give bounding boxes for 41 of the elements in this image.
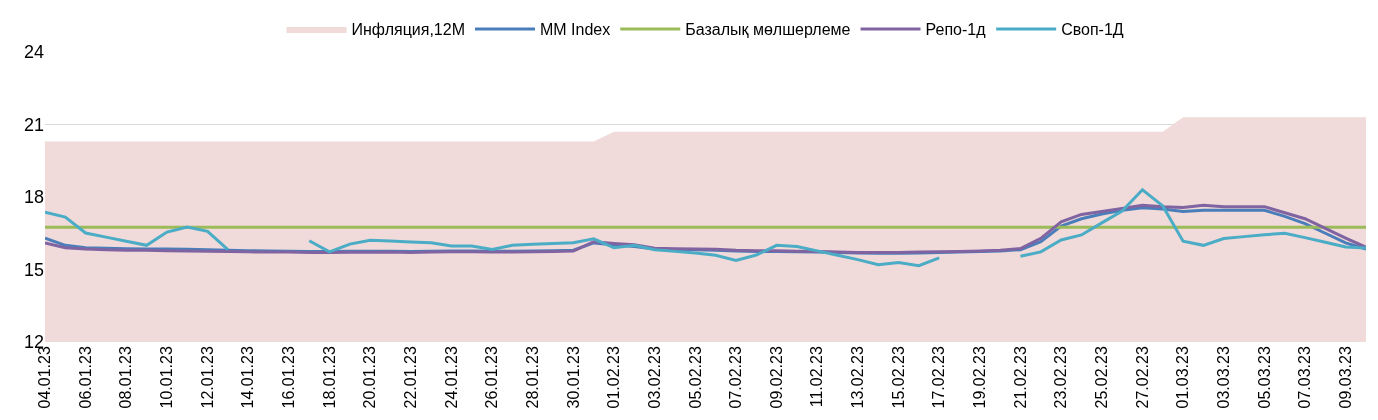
legend-label: Репо-1д bbox=[925, 21, 987, 39]
x-tick-label: 28.01.23 bbox=[523, 346, 541, 409]
x-tick-label: 20.01.23 bbox=[361, 346, 379, 409]
x-tick-label: 01.03.23 bbox=[1174, 346, 1192, 409]
x-tick-label: 01.02.23 bbox=[605, 346, 623, 409]
legend-label: Инфляция,12М bbox=[351, 21, 465, 39]
x-tick-label: 06.01.23 bbox=[76, 346, 94, 409]
x-tick-label: 18.01.23 bbox=[320, 346, 338, 409]
x-tick-label: 17.02.23 bbox=[930, 346, 948, 409]
x-tick-label: 24.01.23 bbox=[442, 346, 460, 409]
x-tick-label: 08.01.23 bbox=[117, 346, 135, 409]
x-tick-label: 12.01.23 bbox=[198, 346, 216, 409]
x-tick-label: 26.01.23 bbox=[483, 346, 501, 409]
x-tick-label: 09.03.23 bbox=[1336, 346, 1354, 409]
x-tick-label: 30.01.23 bbox=[564, 346, 582, 409]
x-tick-label: 07.02.23 bbox=[727, 346, 745, 409]
x-tick-label: 11.02.23 bbox=[808, 346, 826, 408]
legend-label: Базалық мөлшерлеме bbox=[685, 21, 851, 39]
x-tick-label: 23.02.23 bbox=[1052, 346, 1070, 409]
legend-label: MM Index bbox=[539, 21, 611, 39]
x-tick-label: 15.02.23 bbox=[889, 346, 907, 409]
y-tick-label: 21 bbox=[23, 114, 44, 135]
x-tick-label: 03.02.23 bbox=[645, 346, 663, 409]
x-tick-label: 16.01.23 bbox=[280, 346, 298, 409]
x-tick-label: 27.02.23 bbox=[1133, 346, 1151, 409]
x-tick-label: 05.02.23 bbox=[686, 346, 704, 409]
x-tick-label: 21.02.23 bbox=[1011, 346, 1029, 409]
legend-label: Своп-1Д bbox=[1061, 21, 1124, 39]
y-tick-label: 15 bbox=[23, 259, 44, 280]
x-tick-label: 07.03.23 bbox=[1296, 346, 1314, 409]
y-tick-label: 24 bbox=[23, 42, 44, 63]
x-tick-label: 05.03.23 bbox=[1255, 346, 1273, 409]
x-tick-label: 22.01.23 bbox=[402, 346, 420, 409]
x-tick-label: 03.03.23 bbox=[1214, 346, 1232, 409]
x-tick-label: 19.02.23 bbox=[971, 346, 989, 409]
x-tick-label: 14.01.23 bbox=[239, 346, 257, 409]
x-tick-label: 10.01.23 bbox=[158, 346, 176, 409]
y-tick-label: 18 bbox=[23, 187, 44, 208]
x-tick-label: 13.02.23 bbox=[849, 346, 867, 409]
x-tick-label: 25.02.23 bbox=[1093, 346, 1110, 409]
x-tick-label: 09.02.23 bbox=[767, 346, 785, 409]
